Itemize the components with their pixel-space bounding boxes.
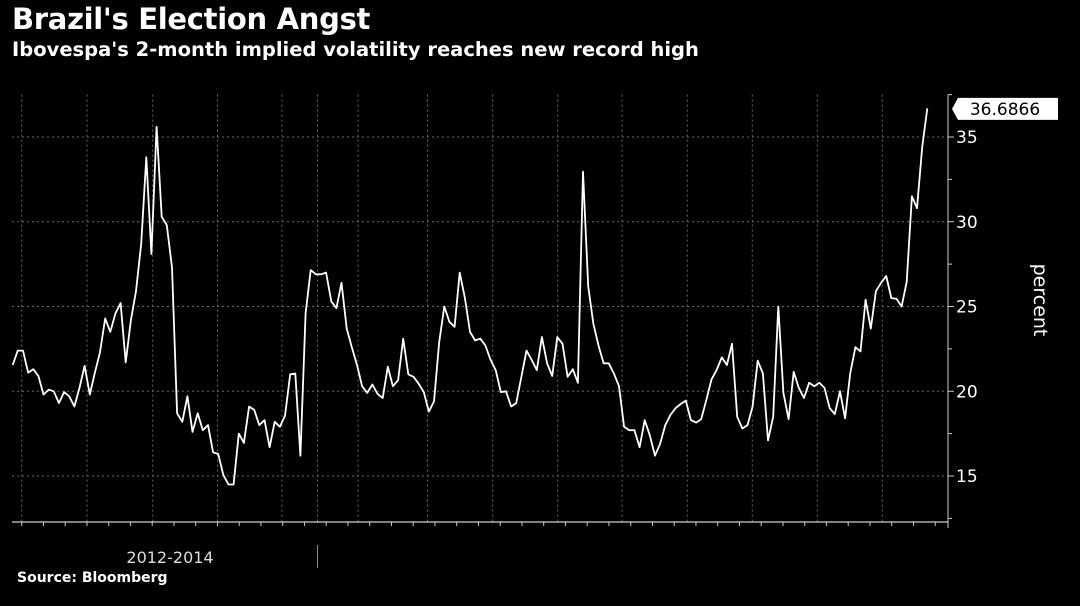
source-note: Source: Bloomberg: [17, 570, 168, 586]
y-tick-label: 20: [956, 382, 978, 402]
y-tick-label: 15: [956, 467, 978, 487]
chart-title: Brazil's Election Angst: [12, 2, 371, 36]
x-axis: [12, 521, 948, 526]
gridlines: [12, 94, 948, 522]
y-tick-label: 35: [956, 128, 978, 148]
series-line: [11, 108, 929, 486]
y-axis-label: percent: [1029, 264, 1051, 337]
chart-subtitle: Ibovespa's 2-month implied volatility re…: [12, 38, 699, 61]
y-tick-label: 30: [956, 213, 978, 233]
last-value-label: 36.6866: [952, 97, 1058, 120]
x-tick-label: 2012-2014: [126, 548, 213, 567]
last-value-box: [952, 97, 1058, 120]
series-line-group: [11, 108, 929, 486]
y-axis: 15 20 25 30 35: [947, 94, 978, 528]
y-tick-label: 25: [956, 298, 978, 318]
last-value-text: 36.6866: [970, 100, 1040, 120]
